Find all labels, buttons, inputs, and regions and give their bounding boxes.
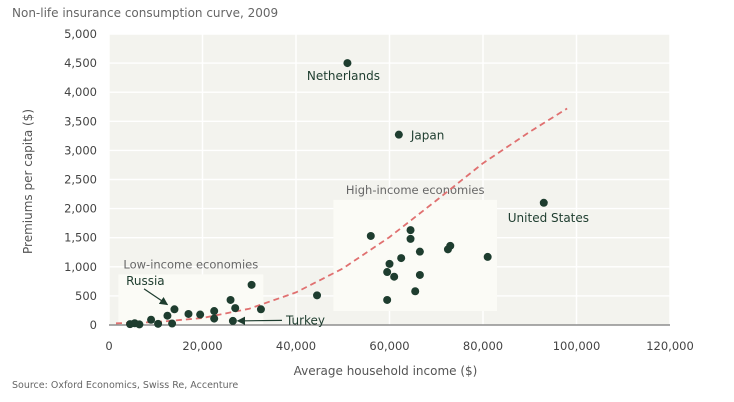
data-point — [313, 291, 322, 300]
x-tick-label: 60,000 — [369, 339, 409, 353]
chart-title: Non-life insurance consumption curve, 20… — [12, 6, 279, 20]
data-point — [343, 59, 352, 68]
region-label: High-income economies — [346, 183, 485, 197]
source-note: Source: Oxford Economics, Swiss Re, Acce… — [12, 380, 239, 391]
data-point — [168, 319, 177, 328]
point-label: Japan — [410, 129, 444, 143]
data-point — [135, 320, 144, 329]
data-point — [390, 272, 399, 281]
y-tick-label: 1,500 — [64, 231, 97, 245]
data-point — [415, 270, 424, 279]
data-point — [154, 319, 163, 328]
data-point — [446, 241, 455, 250]
x-tick-label: 120,000 — [646, 339, 694, 353]
y-tick-label: 4,500 — [64, 56, 97, 70]
data-point — [170, 305, 179, 314]
y-tick-label: 3,500 — [64, 114, 97, 128]
trend-line — [115, 107, 568, 325]
data-point — [406, 234, 415, 243]
data-point — [366, 231, 375, 240]
x-tick-label: 40,000 — [276, 339, 316, 353]
data-point — [210, 314, 219, 323]
data-point — [406, 226, 415, 235]
data-point — [483, 252, 492, 261]
y-axis-label: Premiums per capita ($) — [21, 109, 35, 254]
data-point — [226, 295, 235, 304]
data-point — [411, 287, 420, 296]
annotation-label: Turkey — [285, 313, 325, 327]
data-point — [394, 130, 403, 139]
x-axis-label: Average household income ($) — [294, 364, 478, 378]
y-tick-label: 2,500 — [64, 173, 97, 187]
data-point — [383, 295, 392, 304]
y-tick-label: 5,000 — [64, 27, 97, 41]
data-point — [383, 268, 392, 277]
y-tick-label: 4,000 — [64, 85, 97, 99]
data-point — [163, 311, 172, 320]
data-point — [397, 254, 406, 263]
annotation-arrow — [143, 288, 169, 306]
data-point — [147, 315, 156, 324]
x-tick-label: 0 — [105, 339, 112, 353]
data-point — [228, 316, 237, 325]
data-point — [184, 309, 193, 318]
x-tick-label: 20,000 — [182, 339, 222, 353]
point-label: Netherlands — [307, 69, 380, 83]
point-label: United States — [508, 211, 589, 225]
y-tick-label: 3,000 — [64, 143, 97, 157]
x-tick-label: 80,000 — [463, 339, 503, 353]
region-label: Low-income economies — [123, 257, 258, 271]
data-point — [196, 310, 205, 319]
x-tick-label: 100,000 — [553, 339, 601, 353]
data-point — [385, 259, 394, 268]
data-point — [231, 304, 240, 313]
data-point — [210, 307, 219, 316]
data-point — [247, 280, 256, 289]
data-point — [415, 247, 424, 256]
data-point — [256, 305, 265, 314]
y-tick-label: 1,000 — [64, 260, 97, 274]
y-tick-label: 0 — [90, 318, 97, 332]
y-tick-label: 500 — [75, 289, 97, 303]
annotation-label: Russia — [126, 274, 165, 288]
data-point — [539, 198, 548, 207]
y-tick-label: 2,000 — [64, 202, 97, 216]
annotation-arrow — [236, 316, 282, 326]
